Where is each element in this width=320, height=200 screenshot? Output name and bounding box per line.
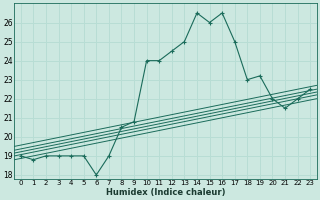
X-axis label: Humidex (Indice chaleur): Humidex (Indice chaleur) <box>106 188 225 197</box>
